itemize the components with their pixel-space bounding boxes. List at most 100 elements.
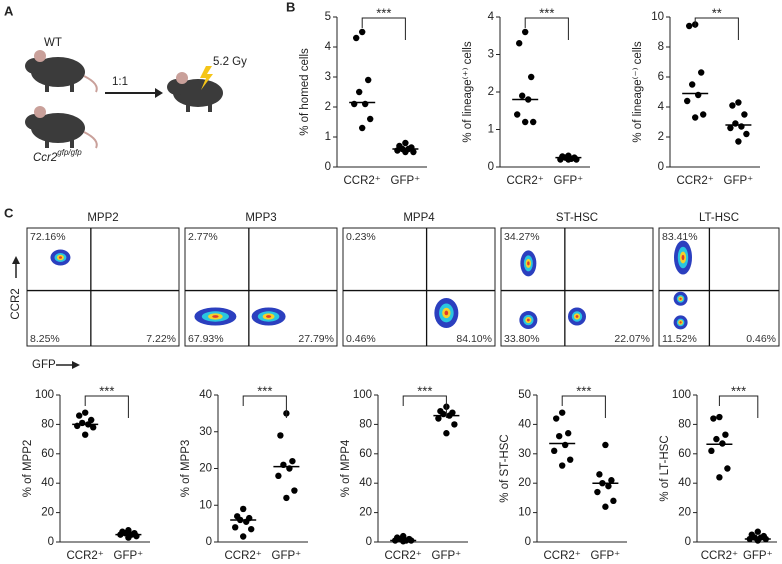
significance-bracket: [242, 395, 287, 418]
y-tick-label: 40: [678, 477, 691, 489]
y-tick-label: 3: [488, 49, 494, 61]
quadrant-lr: 22.07%: [614, 333, 650, 345]
y-tick-label: 0: [206, 536, 212, 548]
flow-frame: [342, 227, 496, 347]
quadrant-ll: 33.80%: [504, 333, 540, 345]
flow-x-label: GFP: [32, 359, 56, 371]
dot: [605, 482, 612, 490]
dot: [356, 88, 363, 96]
flow-x-arrow-head: [72, 361, 80, 369]
density-peak: [444, 310, 449, 316]
y-axis-label: % of LT-HSC: [659, 435, 671, 501]
dot: [594, 488, 601, 496]
y-tick-label: 40: [41, 477, 54, 489]
density-peak: [212, 315, 219, 318]
wt-label: WT: [44, 37, 62, 49]
y-tick-label: 80: [359, 418, 372, 430]
dot: [82, 431, 89, 438]
significance-label: ***: [731, 383, 746, 398]
x-tick-label: CCR2⁺: [225, 550, 262, 562]
dot: [602, 503, 609, 510]
dot: [596, 471, 603, 478]
density-peak: [679, 321, 682, 324]
dot: [716, 474, 723, 481]
flow-frame: [184, 227, 338, 347]
x-tick-label: GFP⁺: [272, 550, 302, 562]
x-tick-label: CCR2⁺: [544, 550, 581, 562]
dot: [684, 97, 691, 105]
dot: [689, 81, 696, 88]
dot: [277, 432, 284, 439]
mouse-recipient: [167, 72, 223, 112]
dot: [692, 114, 699, 121]
flow-title: MPP4: [403, 212, 435, 224]
significance-bracket: [561, 395, 606, 418]
y-axis-label: % of lineage⁽⁺⁾ cells: [461, 41, 474, 142]
dot: [125, 534, 132, 541]
flow-y-label: CCR2: [10, 288, 22, 319]
density-peak: [679, 297, 682, 300]
significance-bracket: [694, 17, 739, 40]
dot: [291, 487, 298, 494]
dot: [522, 28, 529, 36]
dot: [402, 139, 409, 147]
x-tick-label: GFP⁺: [724, 175, 754, 187]
quadrant-ll: 0.46%: [346, 333, 376, 345]
dot: [729, 102, 736, 109]
dot: [74, 422, 81, 430]
significance-bracket: [84, 395, 129, 418]
significance-label: ***: [376, 5, 391, 20]
dot: [516, 40, 523, 47]
quadrant-lr: 7.22%: [146, 333, 176, 345]
dot: [727, 124, 734, 132]
y-tick-label: 20: [41, 507, 54, 519]
y-tick-label: 0: [48, 536, 54, 548]
dot: [553, 415, 560, 422]
y-tick-label: 2: [658, 131, 664, 143]
dot: [528, 73, 535, 81]
y-tick-label: 2: [488, 86, 494, 98]
dot: [754, 537, 761, 544]
x-tick-label: CCR2⁺: [344, 175, 381, 187]
dot: [451, 421, 458, 428]
dot: [435, 415, 442, 422]
y-tick-label: 20: [199, 463, 212, 475]
y-tick-label: 100: [672, 389, 691, 401]
y-tick-label: 100: [353, 389, 372, 401]
y-tick-label: 0: [525, 536, 531, 548]
dot: [562, 441, 569, 449]
y-tick-label: 60: [359, 448, 372, 460]
y-tick-label: 30: [518, 448, 531, 460]
y-tick-label: 3: [325, 71, 331, 83]
dot: [710, 415, 717, 422]
significance-bracket: [361, 17, 406, 40]
quadrant-ul: 83.41%: [662, 231, 698, 243]
ratio-label: 1:1: [112, 76, 128, 88]
significance-label: **: [712, 5, 722, 20]
dose-label: 5.2 Gy: [213, 56, 247, 68]
y-axis-label: % of MPP3: [180, 440, 192, 498]
x-tick-label: GFP⁺: [554, 175, 584, 187]
dot: [440, 410, 447, 418]
y-tick-label: 80: [41, 418, 54, 430]
significance-label: ***: [99, 383, 114, 398]
dot: [410, 148, 417, 156]
x-tick-label: GFP⁺: [432, 550, 462, 562]
quadrant-ul: 34.27%: [504, 231, 540, 243]
dot: [713, 435, 720, 443]
mouse-wt: [25, 50, 98, 93]
x-tick-label: GFP⁺: [114, 550, 144, 562]
dot: [367, 115, 374, 123]
y-tick-label: 0: [658, 161, 664, 173]
y-tick-label: 60: [41, 448, 54, 460]
x-tick-label: CCR2⁺: [67, 550, 104, 562]
x-tick-label: CCR2⁺: [677, 175, 714, 187]
significance-label: ***: [417, 383, 432, 398]
mouse-ko: [25, 106, 98, 149]
dot: [443, 430, 450, 437]
y-tick-label: 4: [325, 41, 332, 53]
x-tick-label: GFP⁺: [743, 550, 773, 562]
dot: [754, 528, 761, 535]
x-tick-label: GFP⁺: [591, 550, 621, 562]
quadrant-ll: 11.52%: [662, 333, 697, 345]
